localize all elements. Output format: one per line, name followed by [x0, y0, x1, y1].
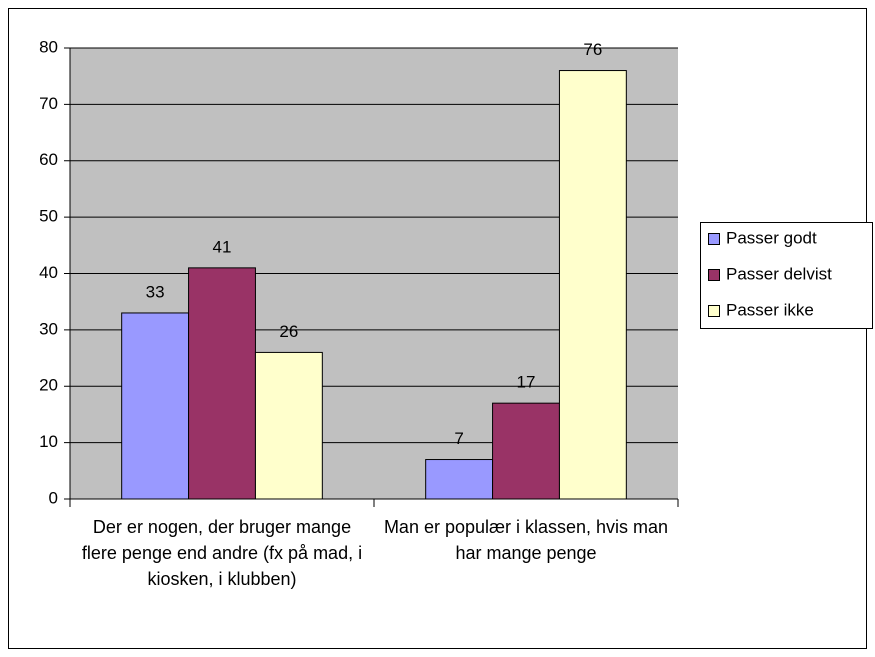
- data-label: 7: [454, 429, 463, 448]
- y-tick-label: 60: [39, 150, 58, 169]
- bar: [558, 70, 627, 500]
- data-label: 41: [213, 237, 232, 256]
- y-tick-label: 40: [39, 263, 58, 282]
- bar: [254, 351, 323, 500]
- y-tick-label: 30: [39, 319, 58, 338]
- data-label: 33: [146, 282, 165, 301]
- data-label: 26: [279, 322, 298, 341]
- y-tick-label: 0: [49, 488, 58, 507]
- y-tick-label: 10: [39, 432, 58, 451]
- bar: [188, 267, 256, 500]
- x-tick-label: Man er populær i klassen, hvis man har m…: [383, 517, 669, 563]
- y-tick-label: 50: [39, 207, 58, 226]
- legend-label: Passer delvist: [726, 264, 832, 283]
- legend-swatch: [708, 269, 720, 281]
- legend-label: Passer godt: [726, 228, 817, 247]
- bar: [425, 459, 494, 500]
- y-tick-label: 70: [39, 94, 58, 113]
- data-label: 76: [583, 40, 602, 59]
- bar: [121, 312, 190, 500]
- data-label: 17: [517, 373, 536, 392]
- bar: [492, 402, 560, 500]
- x-tick-label: Der er nogen, der bruger mange flere pen…: [81, 517, 363, 589]
- y-tick-label: 20: [39, 376, 58, 395]
- legend-swatch: [708, 233, 720, 245]
- legend-box: [700, 222, 873, 329]
- legend-label: Passer ikke: [726, 300, 814, 319]
- legend-swatch: [708, 305, 720, 317]
- y-tick-label: 80: [39, 37, 58, 56]
